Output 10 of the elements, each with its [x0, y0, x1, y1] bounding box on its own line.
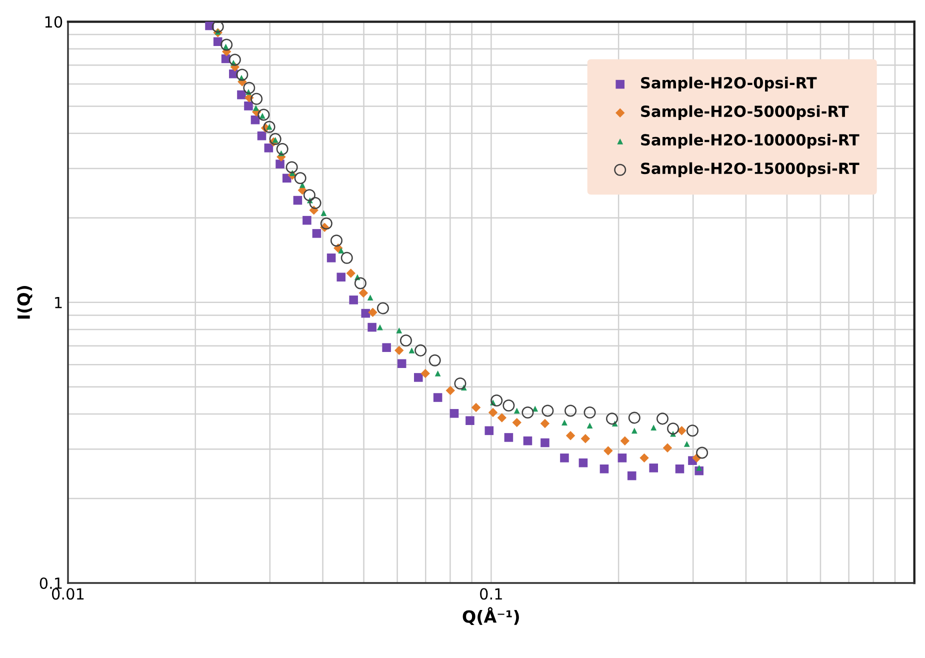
y-tick-label: 1	[55, 297, 62, 308]
y-tick-label: 10	[45, 16, 62, 28]
legend-label: Sample-H2O-0psi-RT	[641, 76, 817, 92]
y-tick-label: 0.1	[40, 577, 62, 590]
x-axis-title: Q(Å⁻¹)	[462, 607, 519, 626]
y-axis-title: I(Q)	[17, 286, 32, 319]
legend-label: Sample-H2O-10000psi-RT	[641, 134, 860, 149]
legend-label: Sample-H2O-5000psi-RT	[641, 105, 849, 120]
legend-label: Sample-H2O-15000psi-RT	[641, 162, 860, 178]
x-tick-label: 0.01	[52, 588, 84, 600]
